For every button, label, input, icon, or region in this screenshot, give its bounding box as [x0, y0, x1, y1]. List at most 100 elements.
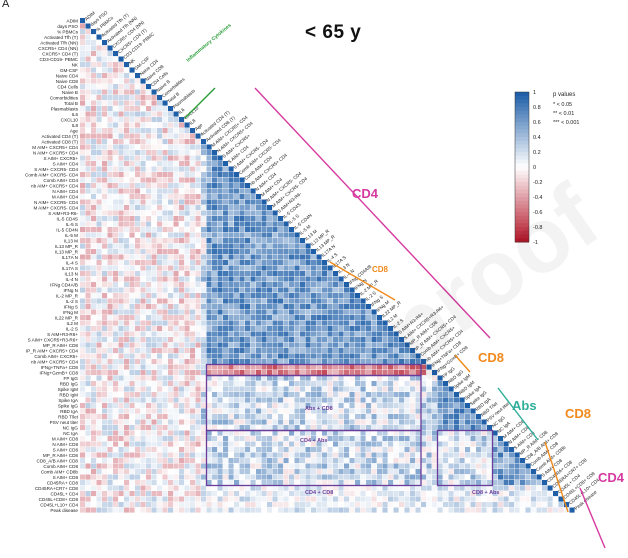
heatmap-cell: [509, 507, 515, 513]
heatmap-cell: [212, 287, 218, 293]
heatmap-cell: [514, 496, 520, 502]
heatmap-cell: [96, 480, 102, 486]
heatmap-cell: [223, 436, 229, 442]
heatmap-cell: [294, 441, 300, 447]
heatmap-cell: [564, 502, 570, 508]
heatmap-cell: [256, 469, 262, 475]
heatmap-cell: [135, 298, 141, 304]
heatmap-cell: [107, 381, 113, 387]
heatmap-cell: [168, 150, 174, 156]
row-label: NK: [72, 63, 79, 68]
heatmap-cell: [195, 254, 201, 260]
heatmap-cell: [267, 441, 273, 447]
heatmap-cell: [267, 205, 273, 211]
heatmap-cell: [234, 315, 240, 321]
heatmap-cell: [102, 183, 108, 189]
heatmap-cell: [190, 315, 196, 321]
heatmap-cell: [201, 216, 207, 222]
group-indicator-line: [544, 441, 569, 513]
heatmap-cell: [190, 199, 196, 205]
heatmap-cell: [91, 73, 97, 79]
heatmap-cell: [85, 139, 91, 145]
heatmap-cell: [514, 463, 520, 469]
heatmap-cell: [223, 386, 229, 392]
heatmap-cell: [536, 496, 542, 502]
heatmap-cell: [85, 304, 91, 310]
heatmap-cell: [344, 315, 350, 321]
heatmap-cell: [118, 441, 124, 447]
heatmap-cell: [162, 414, 168, 420]
heatmap-cell: [234, 276, 240, 282]
heatmap-cell: [349, 392, 355, 398]
heatmap-cell: [184, 403, 190, 409]
heatmap-cell: [140, 188, 146, 194]
heatmap-cell: [85, 326, 91, 332]
heatmap-cell: [124, 480, 130, 486]
heatmap-cell: [195, 348, 201, 354]
heatmap-cell: [201, 502, 207, 508]
heatmap-cell: [316, 408, 322, 414]
heatmap-cell: [333, 463, 339, 469]
heatmap-cell: [162, 458, 168, 464]
heatmap-cell: [272, 216, 278, 222]
heatmap-cell: [250, 287, 256, 293]
heatmap-cell: [96, 243, 102, 249]
heatmap-cell: [432, 441, 438, 447]
heatmap-cell: [124, 496, 130, 502]
heatmap-cell: [135, 414, 141, 420]
heatmap-cell: [289, 485, 295, 491]
heatmap-cell: [184, 386, 190, 392]
heatmap-cell: [261, 309, 267, 315]
heatmap-cell: [305, 348, 311, 354]
heatmap-cell: [102, 139, 108, 145]
heatmap-cell: [151, 386, 157, 392]
heatmap-cell: [140, 183, 146, 189]
heatmap-cell: [278, 463, 284, 469]
heatmap-cell: [399, 485, 405, 491]
heatmap-cell: [168, 188, 174, 194]
heatmap-cell: [118, 95, 124, 101]
heatmap-cell: [476, 463, 482, 469]
heatmap-cell: [234, 419, 240, 425]
heatmap-cell: [415, 436, 421, 442]
heatmap-cell: [140, 106, 146, 112]
heatmap-cell: [179, 249, 185, 255]
heatmap-cell: [272, 353, 278, 359]
heatmap-cell: [300, 315, 306, 321]
heatmap-cell: [404, 474, 410, 480]
heatmap-cell: [113, 133, 119, 139]
heatmap-cell: [300, 282, 306, 288]
heatmap-cell: [338, 282, 344, 288]
heatmap-cell: [322, 326, 328, 332]
heatmap-cell: [487, 496, 493, 502]
heatmap-cell: [294, 458, 300, 464]
heatmap-cell: [250, 430, 256, 436]
heatmap-cell: [151, 139, 157, 145]
heatmap-cell: [107, 447, 113, 453]
heatmap-cell: [190, 304, 196, 310]
heatmap-cell: [129, 139, 135, 145]
row-label: IL13 MP_R: [55, 250, 79, 255]
heatmap-cell: [432, 414, 438, 420]
heatmap-cell: [300, 287, 306, 293]
heatmap-cell: [118, 67, 124, 73]
heatmap-cell: [85, 463, 91, 469]
heatmap-cell: [184, 172, 190, 178]
heatmap-cell: [272, 430, 278, 436]
heatmap-cell: [349, 441, 355, 447]
heatmap-cell: [366, 425, 372, 431]
heatmap-cell: [261, 276, 267, 282]
heatmap-cell: [184, 276, 190, 282]
heatmap-cell: [140, 381, 146, 387]
heatmap-cell: [113, 485, 119, 491]
heatmap-cell: [294, 375, 300, 381]
heatmap-cell: [80, 458, 86, 464]
heatmap-cell: [157, 271, 163, 277]
heatmap-cell: [212, 403, 218, 409]
heatmap-cell: [388, 359, 394, 365]
heatmap-cell: [96, 342, 102, 348]
heatmap-cell: [426, 469, 432, 475]
heatmap-cell: [421, 430, 427, 436]
heatmap-cell: [470, 469, 476, 475]
heatmap-cell: [206, 403, 212, 409]
